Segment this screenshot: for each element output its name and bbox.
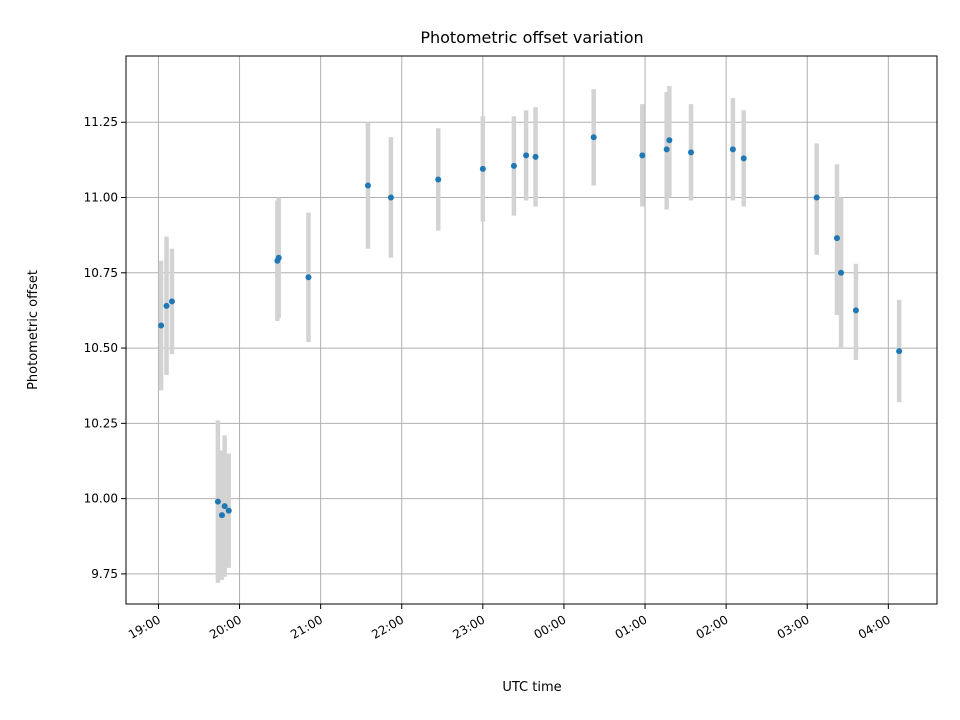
x-tick-label: 21:00 — [288, 612, 325, 641]
y-axis-ticks: 9.75 10.00 10.25 10.50 10.75 11.00 11.25 — [84, 115, 126, 581]
data-point — [813, 194, 820, 201]
data-point — [387, 194, 394, 201]
data-point — [275, 254, 282, 261]
x-tick-label: 02:00 — [694, 612, 731, 641]
y-tick-label: 10.75 — [84, 266, 118, 280]
x-tick-label: 01:00 — [613, 612, 650, 641]
data-point — [163, 302, 170, 309]
x-tick-label: 04:00 — [856, 612, 893, 641]
data-point — [435, 176, 442, 183]
grid-layer — [126, 56, 937, 604]
data-point — [532, 153, 539, 160]
x-tick-label: 19:00 — [126, 612, 163, 641]
data-point — [729, 146, 736, 153]
errorbar-layer — [158, 86, 902, 583]
data-point — [590, 134, 597, 141]
x-tick-label: 20:00 — [207, 612, 244, 641]
data-point — [225, 507, 232, 514]
x-axis-label: UTC time — [502, 680, 561, 695]
data-point — [833, 235, 840, 242]
x-tick-label: 23:00 — [450, 612, 487, 641]
y-axis-label: Photometric offset — [26, 270, 41, 390]
data-point — [639, 152, 646, 159]
data-point — [740, 155, 747, 162]
y-tick-label: 10.25 — [84, 416, 118, 430]
data-point — [666, 137, 673, 144]
data-point — [510, 162, 517, 169]
y-tick-label: 9.75 — [91, 567, 118, 581]
y-tick-label: 11.25 — [84, 115, 118, 129]
x-tick-label: 00:00 — [531, 612, 568, 641]
y-tick-label: 10.00 — [84, 492, 118, 506]
data-point — [168, 298, 175, 305]
data-point — [838, 269, 845, 276]
plot-frame — [125, 55, 938, 605]
data-point — [158, 322, 165, 329]
y-tick-label: 11.00 — [84, 191, 118, 205]
data-point — [479, 165, 486, 172]
point-layer — [158, 134, 903, 519]
data-point — [305, 274, 312, 281]
chart-title: Photometric offset variation — [420, 28, 643, 47]
x-tick-label: 22:00 — [369, 612, 406, 641]
data-point — [687, 149, 694, 156]
data-point — [523, 152, 530, 159]
data-point — [214, 498, 221, 505]
data-point — [364, 182, 371, 189]
data-point — [896, 348, 903, 355]
data-point — [221, 503, 228, 510]
x-tick-label: 03:00 — [775, 612, 812, 641]
x-axis-ticks: 19:00 20:00 21:00 22:00 23:00 00:00 01:00 02:00… — [126, 604, 893, 642]
data-point — [218, 512, 225, 519]
data-point — [852, 307, 859, 314]
y-tick-label: 10.50 — [84, 341, 118, 355]
data-point — [663, 146, 670, 153]
